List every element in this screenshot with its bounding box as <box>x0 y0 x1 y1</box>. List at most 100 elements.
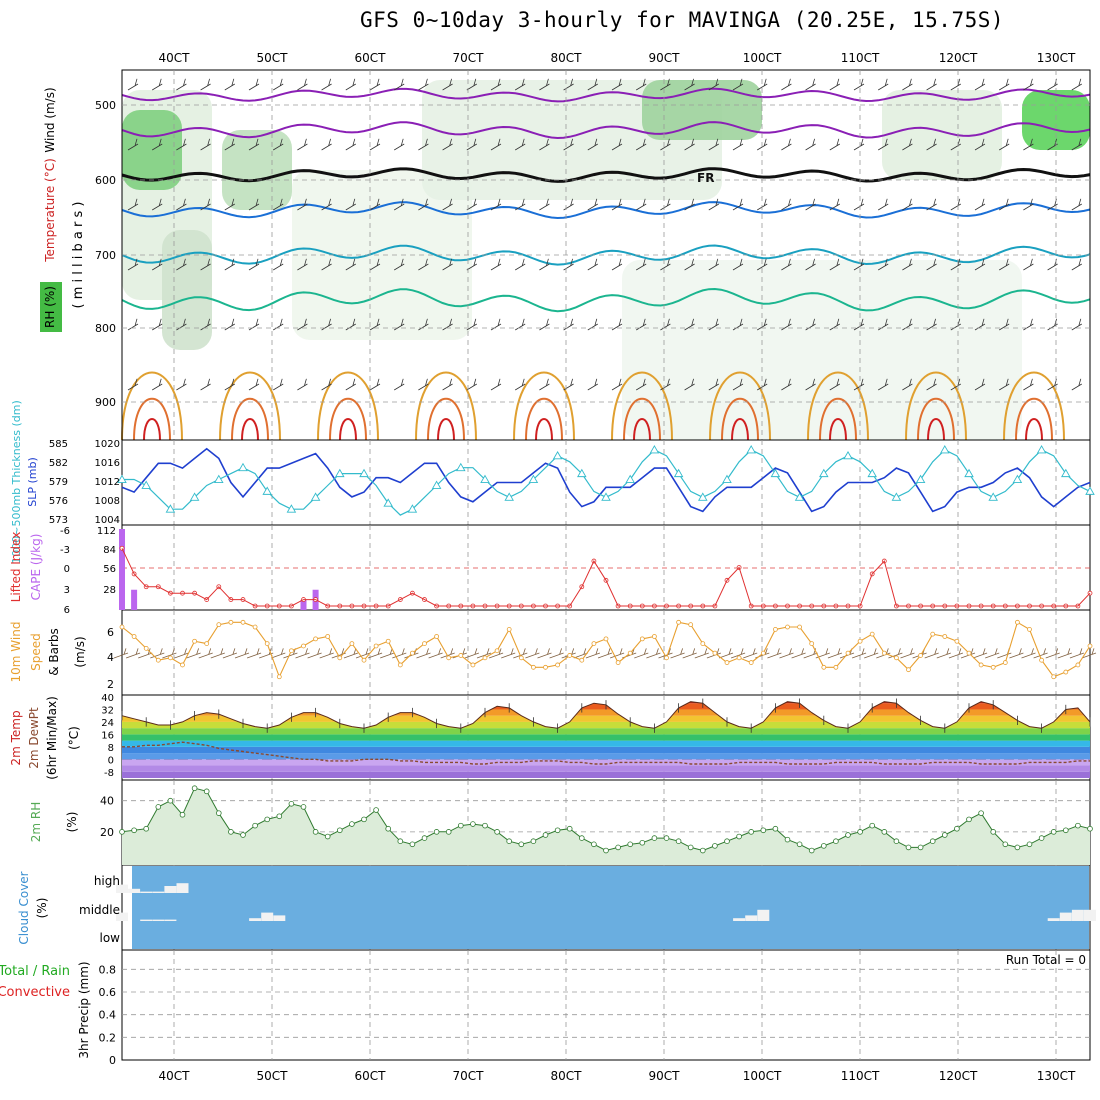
temperature-band <box>122 715 1090 722</box>
temp-contour-30-plume <box>427 397 465 441</box>
wind10m-unit: (m/s) <box>73 636 87 667</box>
pressure-tick-label: 700 <box>95 249 116 262</box>
rh-point <box>421 835 428 841</box>
upper-wind-barb <box>297 138 308 151</box>
upper-wind-barb <box>829 318 841 331</box>
upper-wind-barb <box>926 258 937 271</box>
upper-wind-barb <box>660 78 671 91</box>
temp2m-unit: (°C) <box>67 726 81 750</box>
wind10m-barb <box>924 648 939 659</box>
upper-wind-barb <box>466 78 478 91</box>
upper-wind-barb <box>442 138 453 151</box>
bottom-time-tick-label: 50CT <box>257 1069 289 1083</box>
upper-wind-barb <box>514 138 526 151</box>
thickness-line-point <box>577 468 587 478</box>
wind10m-speed-point <box>724 660 730 665</box>
top-time-tick-label: 90CT <box>649 51 681 65</box>
upper-wind-barb <box>176 198 187 211</box>
upper-wind-barb <box>732 198 744 211</box>
wind-tick-label: 2 <box>107 678 114 691</box>
upper-wind-barb <box>224 198 236 211</box>
upper-wind-barb <box>514 78 526 91</box>
upper-wind-barb <box>732 318 744 331</box>
cloud-bar-middle <box>261 912 274 921</box>
rh-point <box>772 825 779 832</box>
wind10m-barb <box>936 648 951 659</box>
wind-tick-label: 4 <box>107 651 114 664</box>
upper-wind-barb <box>176 258 187 271</box>
rh-point <box>264 816 271 823</box>
upper-wind-barb <box>345 318 357 331</box>
upper-wind-barb <box>393 138 405 151</box>
temp-tick-label: 40 <box>101 693 114 704</box>
upper-wind-barb <box>635 258 647 271</box>
temp-contour-10 <box>121 244 1091 266</box>
rh-point <box>312 829 319 835</box>
temp-tick-label: 0 <box>108 755 114 766</box>
upper-wind-barb <box>272 258 284 271</box>
temp-contour-35-plume <box>927 418 945 441</box>
wind10m-barb <box>416 648 431 659</box>
bottom-time-tick-label: 100CT <box>743 1069 782 1083</box>
pressure-tick-label: 500 <box>95 99 116 112</box>
upper-wind-barb <box>950 198 962 211</box>
upper-wind-barb <box>321 198 332 211</box>
rh-shade-patch <box>292 170 472 340</box>
temp-contour-25-plume <box>905 371 967 441</box>
rh-point <box>385 825 392 832</box>
li-tick-label: 3 <box>64 585 70 596</box>
rh-point <box>119 829 125 835</box>
wind10m-barb <box>210 648 225 659</box>
thickness-line-point <box>819 468 829 478</box>
bottom-time-tick-label: 90CT <box>649 1069 681 1083</box>
temp-contour-35-plume <box>633 418 651 441</box>
wind10m-speed-point <box>918 653 923 658</box>
bottom-time-tick-label: 110CT <box>841 1069 880 1083</box>
upper-wind-barb <box>684 378 695 391</box>
rh-point <box>808 847 815 854</box>
wind10m-speed-point <box>252 624 258 630</box>
upper-wind-barb <box>176 318 187 331</box>
upper-wind-barb <box>127 258 139 271</box>
temperature-band <box>122 753 1090 760</box>
wind10m-speed-point <box>373 643 379 649</box>
bottom-time-tick-label: 60CT <box>355 1069 387 1083</box>
upper-wind-barb <box>853 318 865 331</box>
upper-wind-barb <box>514 198 526 211</box>
wind10m-speed-point <box>506 627 512 632</box>
wind10m-barb <box>779 648 794 659</box>
wind10m-barb <box>1045 648 1060 659</box>
rh-point <box>276 813 283 820</box>
upper-wind-barb <box>853 138 865 151</box>
upper-wind-barb <box>877 138 889 151</box>
rh2m-label: 2m RH <box>29 802 43 843</box>
upper-wind-barb <box>902 198 913 211</box>
wind10m-barb <box>972 648 988 659</box>
cloud-bar-high <box>164 886 177 893</box>
upper-wind-barb <box>297 198 308 211</box>
wind10m-barb <box>476 648 492 659</box>
upper-wind-barb <box>418 318 429 331</box>
wind10m-speed-point <box>434 634 440 639</box>
rh-shade-patch <box>222 130 292 210</box>
upper-wind-barb <box>466 318 478 331</box>
upper-wind-barb <box>587 318 599 331</box>
upper-wind-barb <box>998 138 1010 151</box>
upper-wind-barb <box>805 138 816 151</box>
li-tick-label: -3 <box>60 545 70 556</box>
upper-wind-barb <box>127 318 139 331</box>
wind10m-barb <box>694 648 709 659</box>
top-time-tick-label: 60CT <box>355 51 387 65</box>
wind10m-speed-point <box>543 664 548 670</box>
upper-wind-barb <box>853 258 865 271</box>
wind10m-label-b: Speed <box>29 633 43 671</box>
rh-point <box>252 822 258 829</box>
upper-wind-barb <box>248 138 260 151</box>
wind10m-speed-point <box>591 641 597 647</box>
thickness-line-point <box>431 480 442 489</box>
upper-wind-barb <box>151 138 163 151</box>
upper-wind-barb <box>369 198 381 211</box>
cape-label: CAPE (J/kg) <box>29 534 43 601</box>
rh-point <box>1026 841 1033 848</box>
temp-contour-25-plume <box>219 371 281 441</box>
